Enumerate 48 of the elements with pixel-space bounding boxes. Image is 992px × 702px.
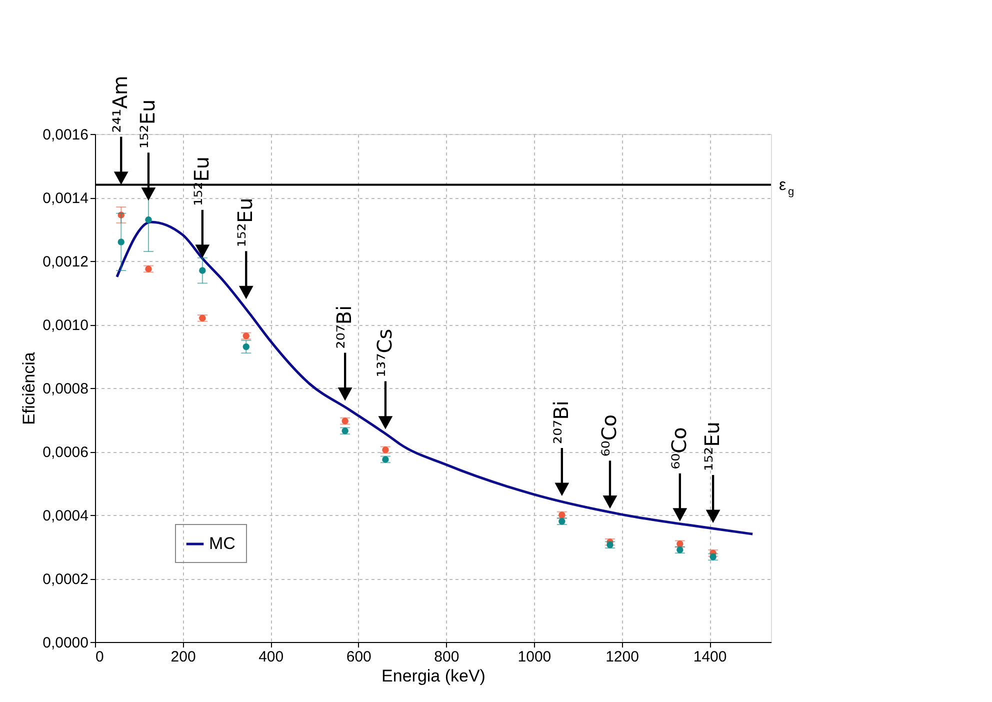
x-tick-label: 800 (434, 648, 460, 666)
y-tick-label: 0,0010 (42, 317, 88, 334)
point (342, 418, 348, 424)
x-tick-label: 1000 (518, 648, 552, 666)
annotation: ¹⁵²Eu (700, 422, 724, 471)
annotation: ¹⁵²Eu (189, 156, 214, 206)
annotation: ²⁰⁷Bi (332, 305, 356, 349)
y-tick-label: 0,0012 (42, 254, 88, 270)
annotation: ⁶⁰Co (596, 414, 621, 457)
point (342, 428, 348, 434)
y-tick-label: 0,0006 (42, 444, 88, 461)
point (242, 343, 250, 350)
point (676, 540, 684, 548)
point (676, 546, 684, 554)
x-tick-label: 200 (170, 648, 196, 666)
y-tick-label: 0,0014 (42, 190, 88, 207)
point (710, 554, 716, 560)
x-axis-title: Energia (keV) (382, 666, 486, 686)
y-tick-label: 0,0002 (42, 571, 88, 588)
annotation: ²⁴¹Am (108, 76, 132, 133)
x-tick-label: 0 (96, 648, 104, 666)
point (145, 266, 152, 272)
annotation: ¹³⁷Cs (372, 328, 396, 378)
point (118, 238, 124, 246)
y-tick-label: 0,0000 (42, 634, 88, 652)
point (558, 518, 566, 525)
point (199, 267, 206, 274)
annotation: ¹⁵²Eu (135, 99, 160, 149)
annotation: ²⁰⁷Bi (548, 400, 573, 444)
point (558, 512, 566, 518)
point (118, 212, 124, 218)
y-axis-title: Eficiência (20, 352, 39, 425)
point (145, 216, 152, 224)
x-tick-label: 1200 (606, 648, 639, 666)
point (242, 332, 250, 340)
y-tick-label: 0,0008 (42, 380, 88, 398)
annotation: ⁶⁰Co (666, 427, 691, 470)
y-tick-label: 0,0016 (42, 126, 88, 144)
x-tick-label: 1400 (693, 648, 727, 666)
legend-label: MC (209, 534, 236, 553)
point (382, 456, 389, 463)
x-tick-label: 400 (258, 648, 284, 666)
point (382, 446, 389, 454)
point (199, 314, 206, 322)
y-tick-label: 0,0004 (42, 508, 88, 524)
x-tick-label: 600 (346, 648, 372, 666)
annotation: ¹⁵²Eu (233, 198, 258, 248)
point (606, 542, 614, 548)
